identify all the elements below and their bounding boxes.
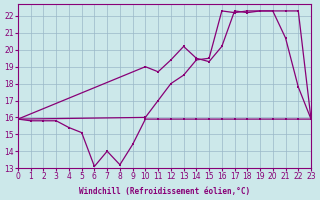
X-axis label: Windchill (Refroidissement éolien,°C): Windchill (Refroidissement éolien,°C) [79, 187, 250, 196]
